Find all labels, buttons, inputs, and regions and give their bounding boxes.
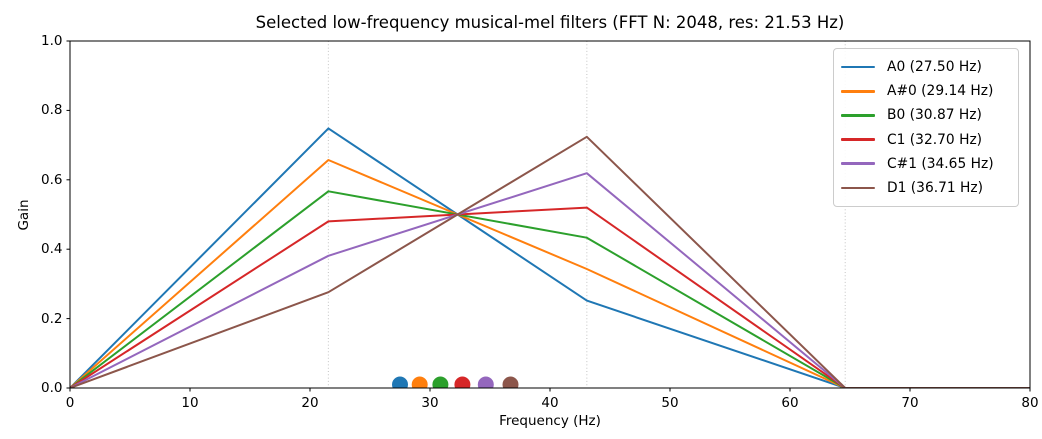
legend-line-swatch-A#0 bbox=[841, 89, 875, 93]
x-tick-label-80: 80 bbox=[1021, 395, 1039, 411]
legend-item-C1: C1 (32.70 Hz) bbox=[841, 132, 1014, 148]
legend-item-C#1: C#1 (34.65 Hz) bbox=[841, 156, 1014, 172]
x-axis-label: Frequency (Hz) bbox=[499, 413, 601, 429]
x-tick-label-0: 0 bbox=[65, 395, 75, 411]
legend-line-swatch-B0 bbox=[841, 114, 875, 117]
center-frequency-marker-D1 bbox=[502, 376, 519, 388]
center-frequency-marker-A0 bbox=[392, 376, 408, 388]
x-tick-label-70: 70 bbox=[901, 395, 919, 411]
legend-item-A0: A0 (27.50 Hz) bbox=[841, 59, 1014, 75]
center-frequency-marker-B0 bbox=[432, 376, 449, 388]
x-tick-label-40: 40 bbox=[541, 395, 559, 411]
legend-line-swatch-C1 bbox=[841, 138, 875, 141]
filter-line-B0 bbox=[70, 190, 1030, 388]
legend-item-B0: B0 (30.87 Hz) bbox=[841, 107, 1014, 123]
legend-item-D1: D1 (36.71 Hz) bbox=[841, 180, 1014, 196]
legend-item-A#0: A#0 (29.14 Hz) bbox=[841, 83, 1014, 99]
legend-label-C#1: C#1 (34.65 Hz) bbox=[887, 155, 994, 172]
y-tick-label-0.6: 0.6 bbox=[41, 171, 63, 188]
x-tick-label-10: 10 bbox=[181, 395, 199, 411]
filter-line-A0 bbox=[70, 127, 1030, 388]
legend-line-swatch-D1 bbox=[841, 186, 875, 190]
legend: A0 (27.50 Hz) A#0 (29.14 Hz) B0 (30.87 Hz)… bbox=[833, 48, 1019, 207]
y-axis-label: Gain bbox=[16, 199, 32, 231]
legend-label-C1: C1 (32.70 Hz) bbox=[887, 131, 983, 148]
filter-line-C#1 bbox=[70, 172, 1030, 388]
y-tick-label-0.2: 0.2 bbox=[41, 310, 63, 327]
filter-line-A#0 bbox=[70, 159, 1030, 388]
center-frequency-marker-C#1 bbox=[477, 376, 494, 388]
legend-label-B0: B0 (30.87 Hz) bbox=[887, 107, 982, 124]
x-tick-label-20: 20 bbox=[301, 395, 319, 411]
chart-title: Selected low-frequency musical-mel filte… bbox=[255, 13, 845, 32]
filter-line-D1 bbox=[70, 135, 1030, 388]
filter-line-C1 bbox=[70, 206, 1030, 388]
y-tick-label-0.4: 0.4 bbox=[41, 241, 63, 258]
legend-label-A#0: A#0 (29.14 Hz) bbox=[887, 83, 994, 100]
center-frequency-marker-C1 bbox=[454, 376, 471, 388]
x-tick-label-60: 60 bbox=[781, 395, 799, 411]
y-tick-label-0.0: 0.0 bbox=[41, 380, 63, 396]
legend-line-swatch-A0 bbox=[841, 65, 875, 69]
x-tick-label-50: 50 bbox=[661, 395, 679, 411]
legend-label-A0: A0 (27.50 Hz) bbox=[887, 59, 982, 76]
legend-label-D1: D1 (36.71 Hz) bbox=[887, 179, 984, 196]
y-tick-label-0.8: 0.8 bbox=[41, 102, 63, 119]
center-frequency-marker-A#0 bbox=[411, 376, 428, 388]
y-tick-label-1.0: 1.0 bbox=[41, 33, 63, 49]
legend-line-swatch-C#1 bbox=[841, 162, 875, 165]
x-tick-label-30: 30 bbox=[421, 395, 439, 411]
